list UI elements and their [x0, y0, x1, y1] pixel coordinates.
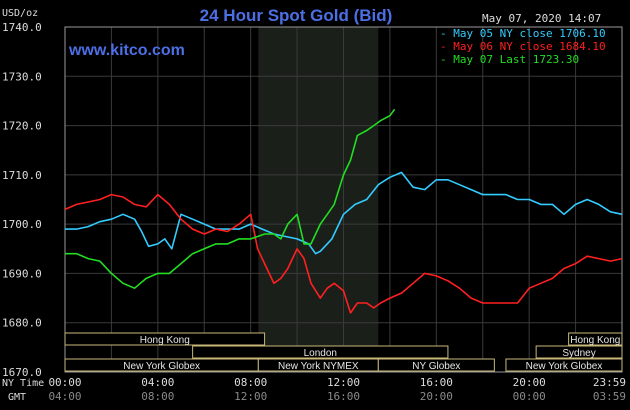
- ny-time-label: NY Time: [2, 378, 44, 389]
- x-tick-label-ny: 23:59: [593, 376, 626, 389]
- unit-label: USD/oz: [2, 8, 38, 19]
- x-tick-label-ny: 08:00: [234, 376, 267, 389]
- y-tick-label: 1710.0: [2, 169, 42, 182]
- x-tick-label-gmt: 00:00: [513, 390, 546, 403]
- legend-item-may07: - May 07 Last 1723.30: [440, 53, 579, 66]
- y-tick-label: 1700.0: [2, 218, 42, 231]
- x-tick-label-ny: 12:00: [327, 376, 360, 389]
- x-tick-label-ny: 04:00: [141, 376, 174, 389]
- session-label: Hong Kong: [570, 335, 620, 346]
- legend: - May 05 NY close 1706.10 - May 06 NY cl…: [440, 27, 606, 66]
- x-axis-ticks: 00:00 04:00 08:00 12:00 16:00 20:00 23:5904:00…: [48, 376, 626, 403]
- series-line-3: [65, 108, 396, 290]
- session-label: NY Globex: [412, 361, 460, 372]
- session-label: New York Globex: [123, 361, 200, 372]
- legend-item-may06: - May 06 NY close 1684.10: [440, 40, 606, 53]
- y-tick-label: 1680.0: [2, 317, 42, 330]
- site-watermark[interactable]: www.kitco.com: [68, 42, 185, 59]
- x-tick-label-gmt: 12:00: [234, 390, 267, 403]
- session-label: London: [304, 348, 337, 359]
- session-bar: [535, 345, 623, 359]
- x-tick-label-gmt: 20:00: [420, 390, 453, 403]
- y-tick-label: 1690.0: [2, 267, 42, 280]
- timestamp: May 07, 2020 14:07: [482, 12, 601, 25]
- x-tick-label-gmt: 08:00: [141, 390, 174, 403]
- y-axis-ticks: 1740.0 1730.0 1720.0 1710.0 1700.0 1690.0 1680…: [2, 21, 42, 379]
- session-bar: [64, 332, 266, 346]
- series-line-1: [65, 171, 623, 255]
- series-lines: [64, 108, 623, 314]
- y-tick-label: 1720.0: [2, 120, 42, 133]
- nymex-session-shade: [258, 27, 379, 372]
- x-tick-label-gmt: 16:00: [327, 390, 360, 403]
- session-label: Sydney: [562, 348, 595, 359]
- session-label: New York NYMEX: [278, 361, 359, 372]
- chart-title: 24 Hour Spot Gold (Bid): [200, 6, 393, 25]
- y-tick-label: 1740.0: [2, 21, 42, 34]
- x-tick-label-ny: 00:00: [48, 376, 81, 389]
- session-bar: [568, 332, 623, 346]
- x-tick-label-gmt: 03:59: [593, 390, 626, 403]
- session-bar: [377, 358, 495, 372]
- legend-item-may05: - May 05 NY close 1706.10: [440, 27, 606, 40]
- session-bar: [505, 358, 623, 372]
- session-bar: [192, 345, 449, 359]
- x-tick-label-ny: 16:00: [420, 376, 453, 389]
- session-label: Hong Kong: [140, 335, 190, 346]
- gmt-label: GMT: [8, 392, 26, 403]
- x-tick-label-gmt: 04:00: [48, 390, 81, 403]
- y-tick-label: 1670.0: [2, 366, 42, 379]
- session-label: New York Globex: [526, 361, 603, 372]
- plot-frame: [64, 26, 623, 373]
- x-tick-label-ny: 20:00: [513, 376, 546, 389]
- y-tick-label: 1730.0: [2, 70, 42, 83]
- series-line-2: [64, 193, 623, 314]
- session-bars: Hong Kong Hong Kong Sydney London New York G…: [64, 332, 623, 372]
